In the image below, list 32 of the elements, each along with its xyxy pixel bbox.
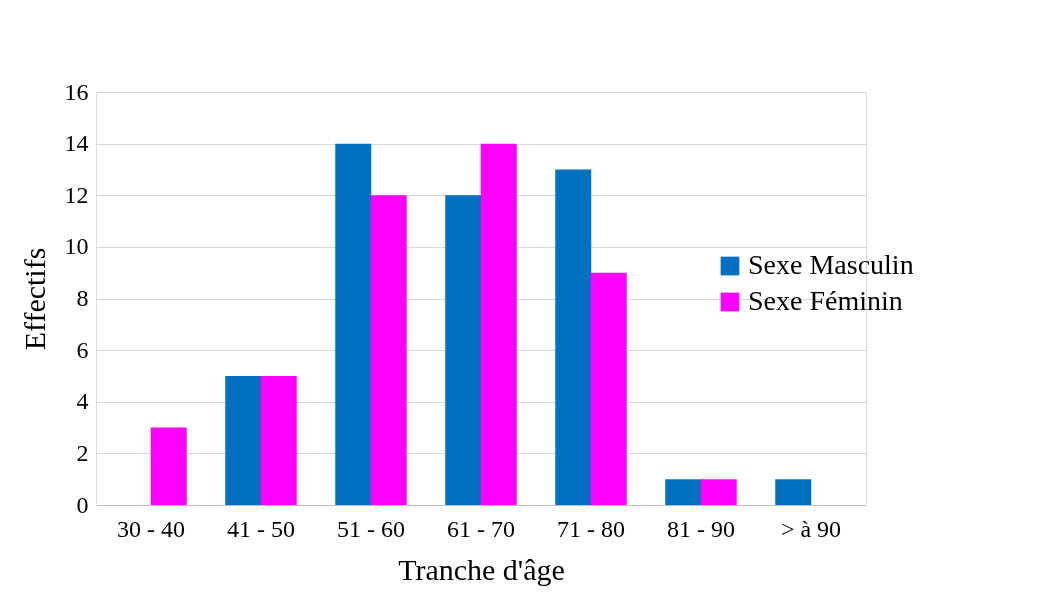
bar [335,143,372,505]
y-tick-label: 10 [64,233,89,260]
y-tick-label: 0 [76,491,89,518]
bar [700,479,737,505]
y-tick-label: 2 [76,439,89,466]
y-tick-label: 16 [64,78,89,105]
x-tick-label: 81 - 90 [667,515,735,542]
legend-label: Sexe Masculin [748,249,914,280]
bar [555,169,592,505]
bar [260,375,297,505]
y-tick-label: 8 [76,285,89,311]
x-tick-label: 51 - 60 [337,515,405,542]
bar [225,375,262,505]
bar [480,143,517,505]
x-tick-label: 61 - 70 [447,515,515,542]
bar [445,195,482,505]
x-tick-label: > à 90 [780,515,842,542]
x-axis-title: Tranche d'âge [398,552,565,586]
legend-label: Sexe Féminin [748,285,903,316]
y-tick-label: 12 [64,181,89,208]
x-tick-label: 30 - 40 [117,515,185,542]
y-axis-title: Effectifs [17,247,51,351]
y-tick-label: 6 [76,336,89,363]
y-tick-label: 14 [64,130,89,157]
bar [775,479,812,505]
x-tick-label: 71 - 80 [557,515,625,542]
x-tick-label: 41 - 50 [227,515,295,542]
bar [150,427,187,505]
bar [370,195,407,505]
bar [665,479,702,505]
y-tick-label: 4 [76,388,89,415]
bar [590,272,627,505]
